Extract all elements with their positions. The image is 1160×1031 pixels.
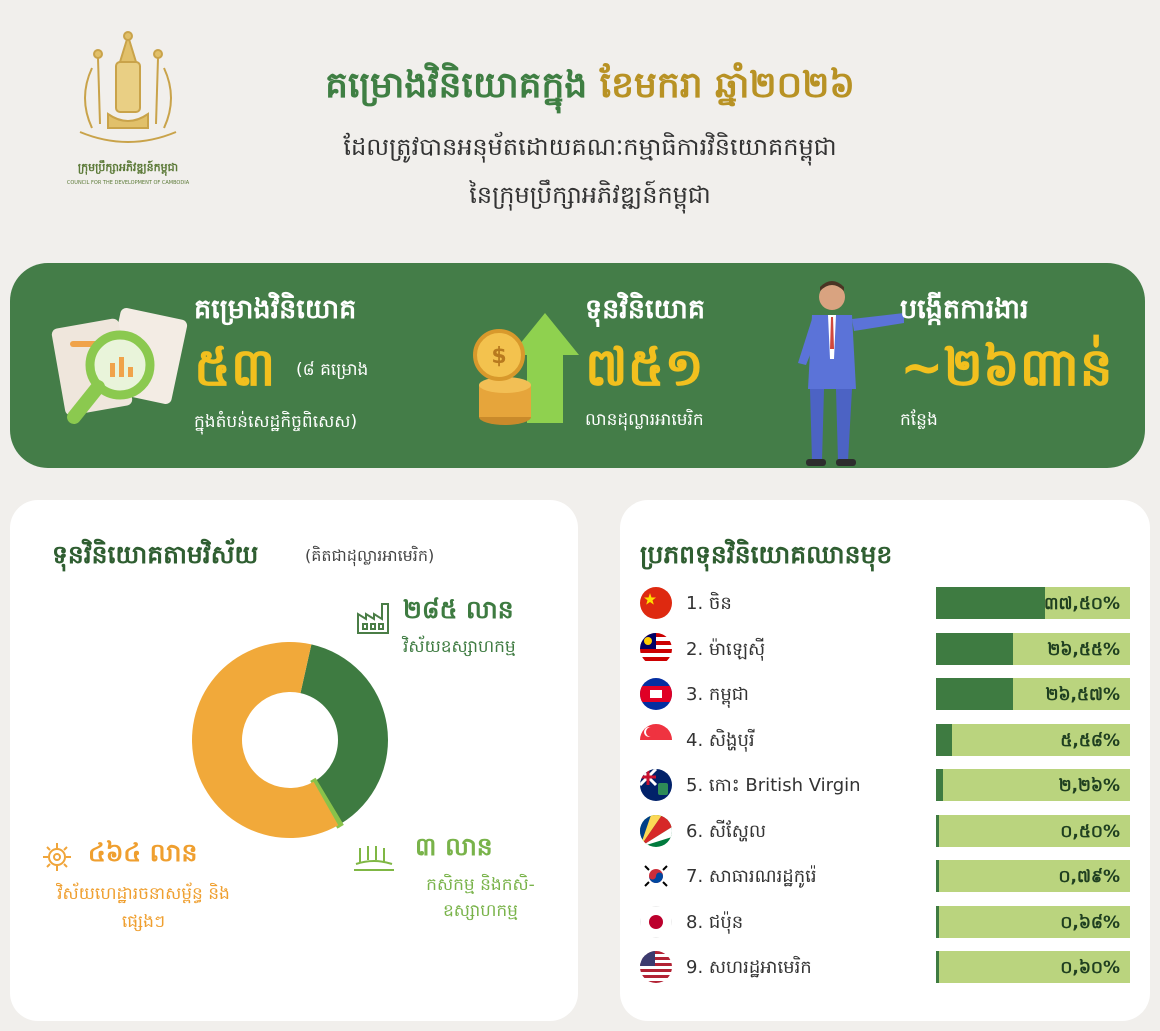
title-part-2: ខែមករា ឆ្នាំ២០២៦ xyxy=(599,65,855,106)
projects-note-2: ក្នុងតំបន់សេដ្ឋកិច្ចពិសេស) xyxy=(194,412,358,432)
origin-country-name: 3. កម្ពុជា xyxy=(686,684,749,705)
origin-bar xyxy=(936,587,1046,619)
origin-bar xyxy=(936,632,1014,665)
origin-country-name: 1. ចិន xyxy=(686,593,732,614)
infrastructure-value: ៤៦៤ លាន xyxy=(88,838,198,867)
origin-bar-value: ២៦,៥៥% xyxy=(1047,639,1120,660)
origin-bar-value: ៥,៥៨% xyxy=(1060,730,1120,751)
origin-country-name: 8. ជប៉ុន xyxy=(686,911,744,933)
origin-bar-track: ២,២៦% xyxy=(936,769,1130,801)
infrastructure-label: វិស័យហេដ្ឋារចនាសម្ព័ន្ធ និងផ្សេងៗ xyxy=(57,884,230,932)
bvi-flag-icon xyxy=(640,769,672,801)
donut-slice-1 xyxy=(310,777,344,829)
sector-donut-chart xyxy=(192,642,388,838)
origin-bar xyxy=(936,723,953,756)
capital-value: ៧៥១ xyxy=(585,338,704,398)
usa-flag-icon xyxy=(640,951,672,983)
origin-row: 5. កោះ British Virgin ២,២៦% xyxy=(640,767,1140,803)
origin-bar-track: ៣៧,៥០% xyxy=(936,587,1130,619)
origin-country-name: 2. ម៉ាឡេស៊ី xyxy=(686,638,766,660)
origin-bar-value: ២៦,៥៧% xyxy=(1045,685,1120,705)
subtitle-line-2: នៃក្រុមប្រឹក្សាអភិវឌ្ឍន៍កម្ពុជា xyxy=(469,181,711,209)
origin-country-name: 6. សីស្ហែល xyxy=(686,820,767,842)
sector-card xyxy=(10,500,578,1021)
cambodia-flag-icon xyxy=(640,678,672,710)
document-magnifier-icon xyxy=(51,307,188,424)
origin-bar xyxy=(936,951,939,983)
title-part-1: គម្រោងវិនិយោគក្នុង xyxy=(325,65,588,106)
subtitle-line-1: ដែលត្រូវបានអនុម័តដោយគណៈកម្មាធិការវិនិយោគ… xyxy=(343,133,837,161)
origin-bar-track: ០,៧៩% xyxy=(936,860,1130,892)
malaysia-flag-icon xyxy=(640,632,672,665)
agriculture-value: ៣ លាន xyxy=(415,832,493,861)
origin-row: 2. ម៉ាឡេស៊ី ២៦,៥៥% xyxy=(640,631,1140,667)
agriculture-icon xyxy=(354,846,394,871)
origin-bar xyxy=(936,905,939,938)
origin-bar-track: ២៦,៥៥% xyxy=(936,632,1130,665)
origin-country-name: 4. សិង្ហបុរី xyxy=(686,729,755,751)
origin-bar-value: ០,៦០% xyxy=(1060,958,1120,978)
origin-bar-value: ០,៧៩% xyxy=(1058,867,1120,887)
jobs-value: ~២៦៣ាន់ xyxy=(900,338,1113,398)
origin-card xyxy=(620,500,1150,1021)
japan-flag-icon xyxy=(640,905,672,938)
capital-title: ទុនវិនិយោគ xyxy=(585,294,705,325)
businessman-icon xyxy=(798,281,904,466)
origin-row: 9. សហរដ្ឋអាមេរិក ០,៦០% xyxy=(640,949,1140,985)
singapore-flag-icon xyxy=(640,723,672,756)
origin-card-title: ប្រភពទុនវិនិយោគឈានមុខ xyxy=(640,540,893,569)
capital-unit: លានដុល្លារអាមេរិក xyxy=(585,410,704,430)
industry-label: វិស័យឧស្សាហកម្ម xyxy=(403,637,516,657)
origin-row: 6. សីស្ហែល ០,៥០% xyxy=(640,813,1140,849)
origin-country-name: 5. កោះ British Virgin xyxy=(686,775,861,796)
donut-slice-0 xyxy=(300,644,388,825)
jobs-unit: កន្លែង xyxy=(900,410,938,430)
stats-banner: គម្រោងវិនិយោគ ៥៣ (៨ គម្រោង ក្នុងតំបន់សេដ… xyxy=(10,263,1145,468)
origin-bar xyxy=(936,814,939,847)
projects-title: គម្រោងវិនិយោគ xyxy=(194,294,357,325)
jobs-title: បង្កើតការងារ xyxy=(900,294,1029,325)
origin-bar-track: ០,៦០% xyxy=(936,951,1130,983)
infrastructure-icon xyxy=(43,843,71,871)
sector-card-unit: (គិតជាដុល្លារអាមេរិក) xyxy=(305,546,435,565)
origin-bar-track: ០,៦៨% xyxy=(936,905,1130,938)
sector-card-title: ទុនវិនិយោគតាមវិស័យ xyxy=(52,540,259,569)
origin-bar-value: ០,៦៨% xyxy=(1060,912,1120,933)
projects-note: (៨ គម្រោង xyxy=(296,360,369,380)
origin-bar xyxy=(936,678,1014,710)
projects-value: ៥៣ xyxy=(194,338,276,398)
emblem-org-name-english: COUNCIL FOR THE DEVELOPMENT OF CAMBODIA xyxy=(66,180,190,186)
svg-text:$: $ xyxy=(491,344,506,369)
page-title: គម្រោងវិនិយោគក្នុង ខែមករា ឆ្នាំ២០២៦ xyxy=(270,62,910,115)
origin-row: 8. ជប៉ុន ០,៦៨% xyxy=(640,904,1140,940)
factory-icon xyxy=(357,603,389,634)
origin-bar-track: ០,៥០% xyxy=(936,814,1130,847)
origin-bar-value: ០,៥០% xyxy=(1060,821,1120,842)
china-flag-icon xyxy=(640,587,672,619)
origin-bar-track: ៥,៥៨% xyxy=(936,723,1130,756)
origin-row: 1. ចិន ៣៧,៥០% xyxy=(640,585,1140,621)
royal-arms-icon xyxy=(79,31,177,143)
industry-value: ២៨៥ លាន xyxy=(403,595,514,624)
emblem-org-name: ក្រុមប្រឹក្សាអភិវឌ្ឍន៍កម្ពុជា xyxy=(77,161,179,174)
origin-bar-value: ២,២៦% xyxy=(1058,776,1120,796)
cdc-emblem: ក្រុមប្រឹក្សាអភិវឌ្ឍន៍កម្ពុជា COUNCIL FO… xyxy=(58,28,198,193)
agriculture-label: កសិកម្ម និងកសិ-ឧស្សាហកម្ម xyxy=(426,875,535,921)
seychelles-flag-icon xyxy=(640,814,672,847)
korea-flag-icon xyxy=(640,860,672,892)
origin-bar xyxy=(936,860,939,892)
origin-country-name: 9. សហរដ្ឋអាមេរិក xyxy=(686,957,812,978)
coins-growth-icon: $ xyxy=(473,313,579,425)
origin-row: 4. សិង្ហបុរី ៥,៥៨% xyxy=(640,722,1140,758)
origin-row: 3. កម្ពុជា ២៦,៥៧% xyxy=(640,676,1140,712)
donut-slice-2 xyxy=(192,642,339,838)
origin-country-name: 7. សាធារណរដ្ឋកូរ៉េ xyxy=(686,866,817,887)
origin-bar xyxy=(936,769,943,801)
origin-bar-track: ២៦,៥៧% xyxy=(936,678,1130,710)
origin-bar-value: ៣៧,៥០% xyxy=(1043,594,1120,614)
origin-row: 7. សាធារណរដ្ឋកូរ៉េ ០,៧៩% xyxy=(640,858,1140,894)
